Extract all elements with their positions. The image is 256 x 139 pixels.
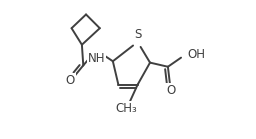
Text: S: S [134,28,141,41]
Text: CH₃: CH₃ [116,102,137,115]
Text: O: O [66,74,75,87]
Text: NH: NH [88,52,105,65]
Text: OH: OH [187,48,205,61]
Text: O: O [166,84,175,97]
